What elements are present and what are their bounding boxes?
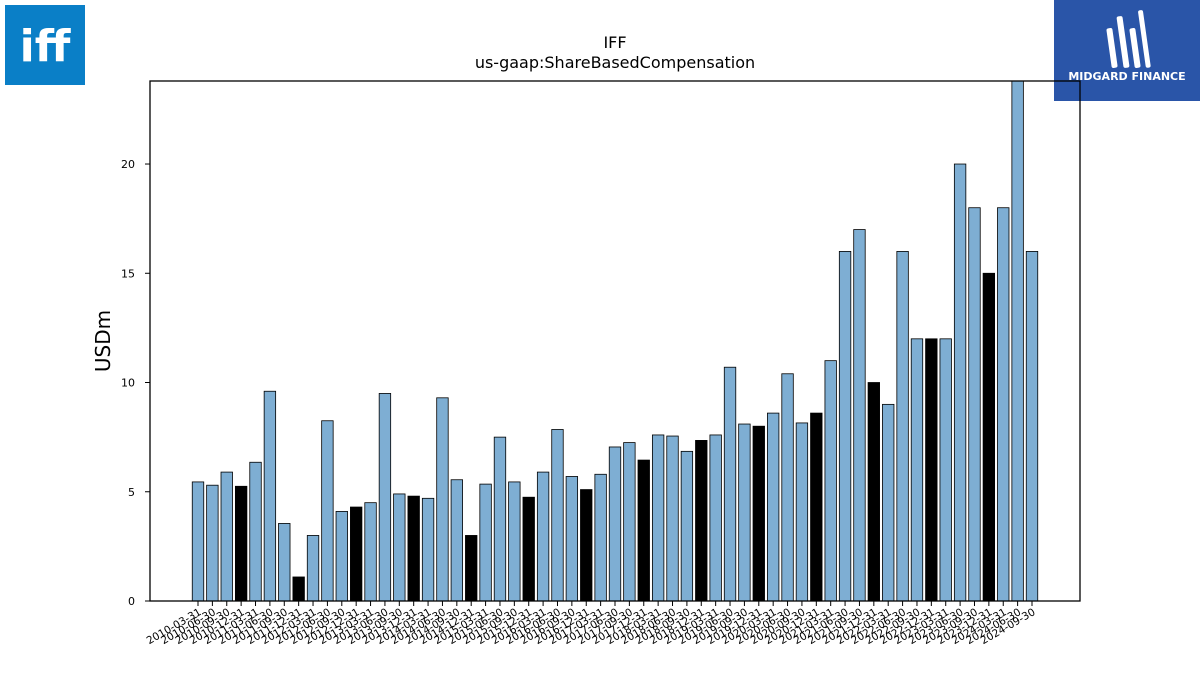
bar-2023-12-31 [982, 272, 996, 602]
bar-2014-03-31 [421, 497, 435, 602]
bar-2022-09-30 [910, 338, 924, 602]
bar-2010-12-31 [234, 485, 248, 602]
bar-2012-09-30 [335, 511, 348, 602]
bar-2022-03-31 [882, 403, 895, 602]
bar-2010-09-30 [220, 471, 233, 602]
bar-2021-06-30 [838, 251, 852, 602]
bar-2013-06-30 [378, 393, 392, 602]
bar-2017-09-30 [623, 442, 636, 602]
bar-2016-03-31 [536, 471, 550, 602]
bar-2019-03-31 [709, 434, 722, 602]
y-tick-label: 5 [128, 486, 135, 499]
bar-2021-12-31 [867, 382, 880, 602]
bar-2014-12-31 [465, 535, 478, 602]
bar-2010-03-31 [191, 481, 205, 602]
bar-2012-06-30 [321, 420, 334, 602]
iff-logo-mark: iff [20, 21, 72, 72]
bar-2020-06-30 [781, 373, 794, 602]
bar-2021-03-31 [824, 360, 837, 602]
midgard-emblem-icon [1106, 10, 1151, 68]
chart-subtitle: us-gaap:ShareBasedCompensation [475, 53, 755, 72]
plot-frame [149, 80, 1081, 602]
bar-2015-12-31 [522, 496, 535, 602]
bar-2019-12-31 [752, 425, 765, 602]
bar-series [191, 80, 1039, 602]
y-axis-ticks: 0 5 10 15 20 [121, 158, 150, 608]
bar-2010-06-30 [206, 484, 219, 602]
x-axis-ticks: 2010-03-312010-06-302010-09-302010-12-31… [145, 601, 1038, 647]
bar-2020-09-30 [795, 422, 809, 602]
bar-2012-03-31 [306, 535, 320, 602]
chart-title: IFF [603, 33, 626, 52]
midgard-finance-logo: MIDGARD FINANCE [1054, 0, 1200, 101]
iff-logo: iff [5, 5, 85, 85]
bar-2018-06-30 [666, 435, 679, 602]
bar-2018-12-31 [695, 440, 708, 602]
bar-2017-03-31 [594, 473, 607, 602]
y-tick-label: 10 [121, 377, 135, 390]
bar-2020-03-31 [767, 412, 780, 602]
y-tick-label: 20 [121, 158, 135, 171]
bar-2022-12-31 [925, 338, 938, 602]
midgard-finance-logo-mark: MIDGARD FINANCE [1068, 10, 1186, 83]
bar-2023-09-30 [968, 207, 981, 602]
bar-2011-03-31 [249, 461, 262, 602]
bar-2019-06-30 [723, 366, 737, 602]
bar-2016-12-31 [580, 489, 593, 602]
bar-2023-03-31 [939, 338, 952, 602]
y-tick-label: 0 [128, 595, 135, 608]
bar-2015-09-30 [508, 481, 521, 602]
bar-2011-12-31 [292, 576, 305, 602]
bar-2018-09-30 [680, 450, 694, 602]
bar-2013-03-31 [364, 502, 377, 602]
bar-2011-09-30 [278, 523, 291, 602]
bar-2024-03-31 [997, 207, 1010, 602]
bar-2023-06-30 [953, 163, 967, 602]
bar-2014-09-30 [450, 479, 463, 602]
bar-2016-09-30 [565, 476, 579, 602]
bar-2019-09-30 [738, 423, 751, 602]
bar-2017-12-31 [637, 459, 650, 602]
bar-2013-09-30 [393, 493, 406, 602]
bar-2013-12-31 [407, 495, 420, 602]
bar-2016-06-30 [551, 429, 564, 602]
y-axis-label: USDm [91, 310, 115, 372]
bar-2015-06-30 [493, 436, 507, 602]
bar-2015-03-31 [479, 483, 492, 602]
bar-2012-12-31 [350, 506, 363, 602]
bar-2024-09-30 [1025, 251, 1039, 602]
bar-2011-06-30 [263, 390, 277, 602]
bar-2017-06-30 [608, 446, 622, 602]
bar-2014-06-30 [436, 397, 449, 602]
bar-2022-06-30 [896, 251, 909, 602]
bar-2020-12-31 [810, 412, 823, 602]
y-tick-label: 15 [121, 267, 135, 280]
bar-2021-09-30 [853, 229, 866, 602]
midgard-logo-text: MIDGARD FINANCE [1068, 70, 1185, 83]
iff-logo-text: iff [20, 21, 72, 72]
bar-2024-06-30 [1011, 80, 1024, 602]
bar-2018-03-31 [651, 434, 665, 602]
